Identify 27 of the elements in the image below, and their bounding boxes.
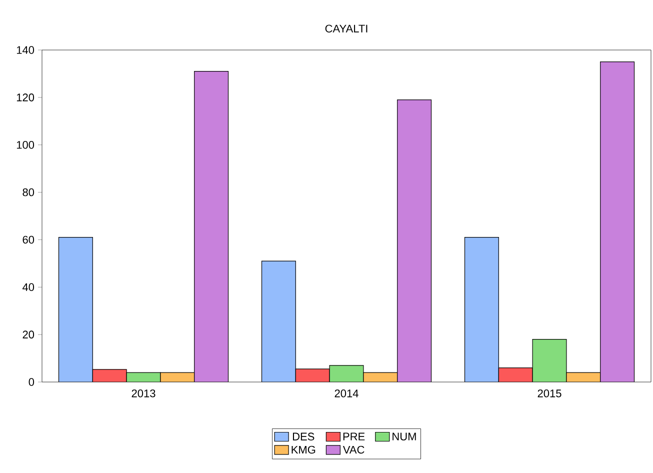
x-tick-label: 2014 — [334, 390, 358, 398]
bar — [194, 71, 228, 382]
legend-label: DES — [292, 432, 314, 440]
x-tick-label: 2013 — [132, 390, 156, 398]
y-tick-label: 20 — [22, 330, 34, 338]
bar — [397, 99, 432, 382]
y-tick-label: 100 — [16, 140, 34, 149]
bar — [532, 339, 567, 382]
legend-label: PRE — [343, 432, 365, 440]
bar — [296, 368, 330, 382]
bar — [58, 237, 93, 382]
y-tick-label: 80 — [22, 188, 34, 196]
y-tick-label: 0 — [28, 378, 34, 386]
bar — [600, 62, 635, 382]
legend-label: KMG — [292, 446, 316, 454]
bar — [261, 260, 296, 382]
bar — [329, 365, 364, 382]
y-tick-label: 40 — [22, 283, 34, 292]
chart-title: CAYALTI — [325, 24, 368, 32]
legend-label: VAC — [342, 446, 364, 454]
bar — [498, 367, 533, 382]
legend-label: NUM — [392, 432, 416, 440]
y-tick-label: 60 — [22, 236, 34, 244]
bar — [464, 237, 499, 382]
y-tick-label: 120 — [16, 94, 34, 102]
x-tick-label: 2015 — [538, 390, 562, 398]
y-tick-label: 140 — [16, 46, 34, 54]
